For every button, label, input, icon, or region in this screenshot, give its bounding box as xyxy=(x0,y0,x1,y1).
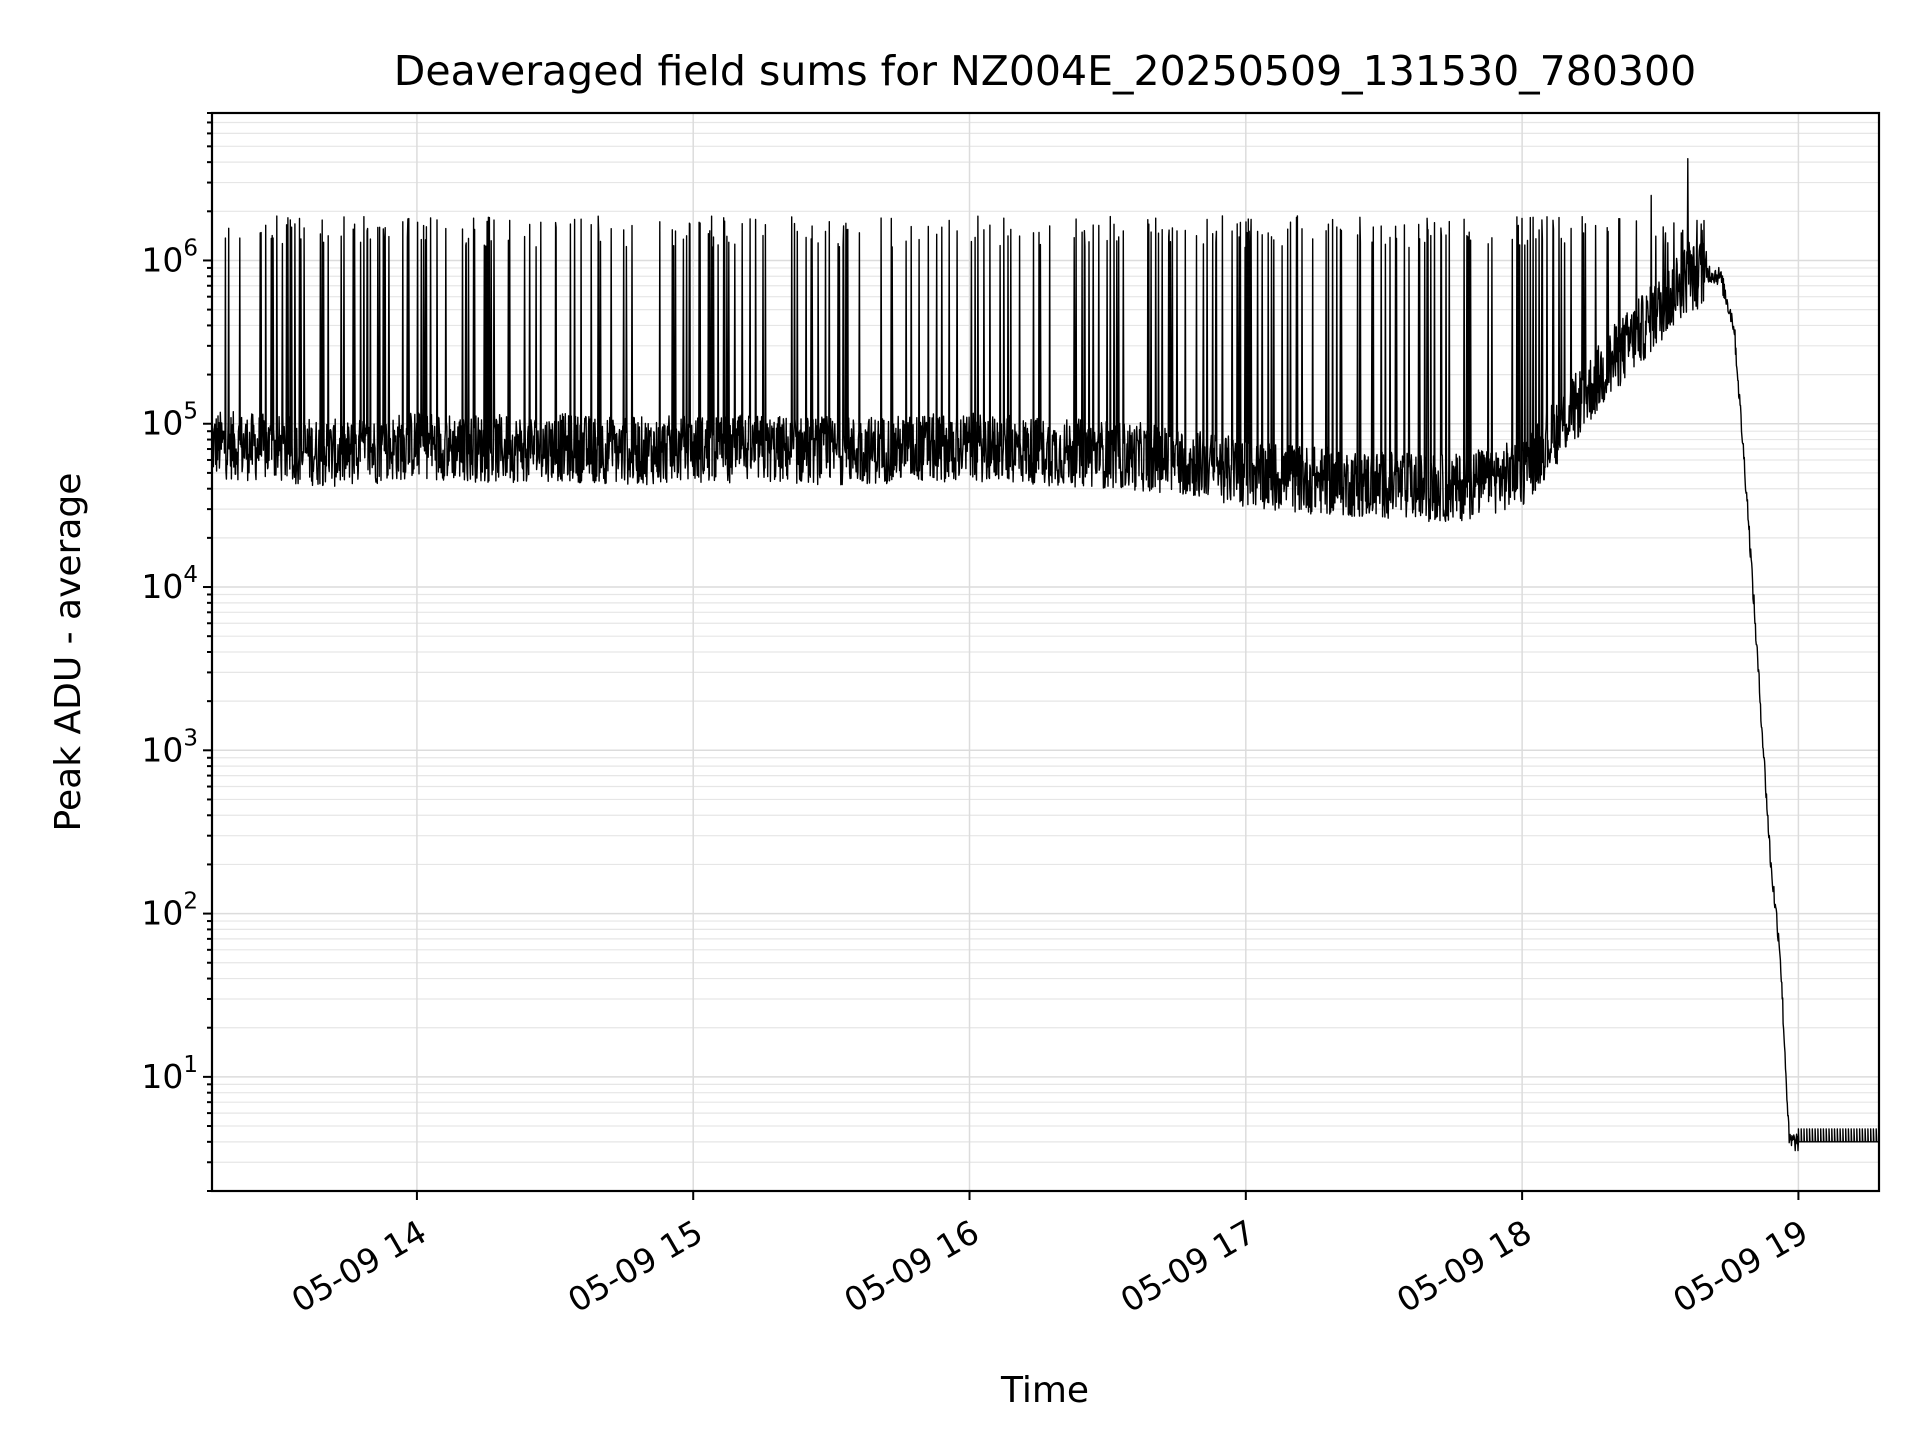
x-tick-label: 05-09 18 xyxy=(1390,1212,1538,1320)
series-line xyxy=(211,158,1880,1152)
x-tick-label: 05-09 15 xyxy=(561,1212,709,1320)
y-tick-label: 103 xyxy=(141,725,198,769)
x-tick-label: 05-09 14 xyxy=(285,1212,433,1320)
x-tick-label: 05-09 19 xyxy=(1666,1212,1814,1320)
x-axis-title: Time xyxy=(1000,1370,1089,1411)
series-layer xyxy=(211,158,1880,1152)
y-tick-label: 104 xyxy=(141,562,198,606)
y-tick-label: 101 xyxy=(141,1052,198,1096)
y-tick-label: 102 xyxy=(141,889,198,933)
x-tick-label: 05-09 16 xyxy=(838,1212,986,1320)
y-axis: 101 102 103 104 105 106 xyxy=(141,112,212,1192)
y-axis-title: Peak ADU - average xyxy=(48,473,89,832)
x-axis: 05-09 14 05-09 15 05-09 16 05-09 17 05-09 18… xyxy=(285,1191,1814,1320)
x-tick-label: 05-09 17 xyxy=(1114,1212,1262,1320)
y-tick-label: 105 xyxy=(141,399,198,443)
chart-title: Deaveraged field sums for NZ004E_2025050… xyxy=(394,47,1696,95)
y-tick-label: 106 xyxy=(141,235,198,279)
